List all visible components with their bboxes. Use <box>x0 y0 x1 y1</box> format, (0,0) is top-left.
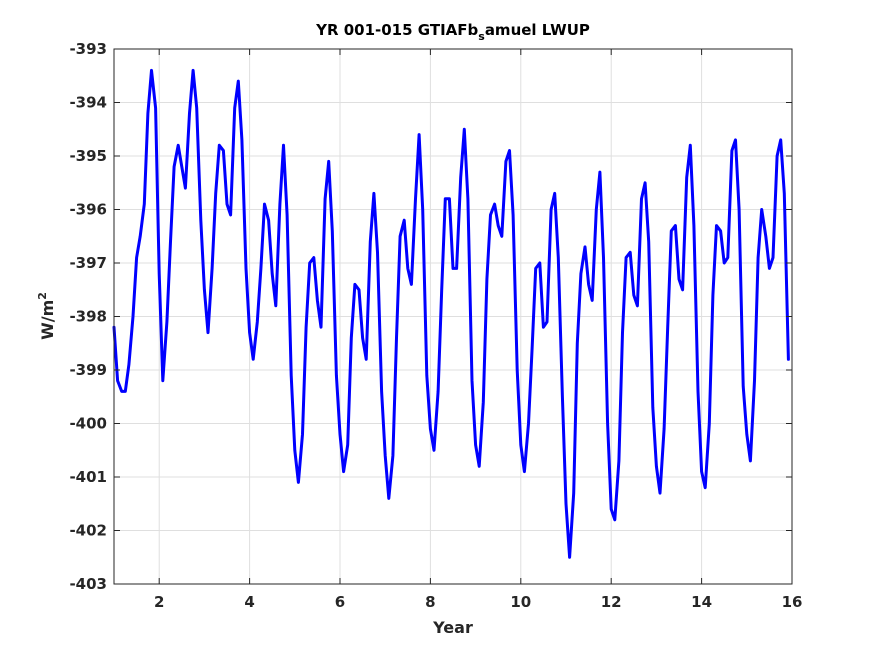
x-tick-label: 10 <box>510 593 531 611</box>
y-tick-label: -403 <box>69 575 107 593</box>
x-tick-label: 14 <box>691 593 712 611</box>
y-tick-label: -394 <box>69 94 107 112</box>
title-main: YR 001-015 GTIAFb <box>315 21 478 39</box>
x-tick-label: 4 <box>244 593 254 611</box>
y-tick-label: -401 <box>69 468 107 486</box>
series-group <box>112 68 790 559</box>
x-axis-label: Year <box>432 618 473 637</box>
y-axis-label: W/m2 <box>36 292 57 340</box>
y-tick-label: -398 <box>69 308 107 326</box>
y-tick-label: -399 <box>69 361 107 379</box>
title-subscript: s <box>478 30 485 43</box>
y-tick-labels: -403 -402 -401 -400 -399 -398 -397 -396 -395 -394… <box>69 40 107 593</box>
y-axis-label-main: W/m <box>38 300 57 340</box>
x-tick-label: 6 <box>335 593 345 611</box>
y-tick-label: -397 <box>69 254 107 272</box>
title-suffix: amuel LWUP <box>485 21 590 39</box>
chart-title: YR 001-015 GTIAFbsamuel LWUP <box>315 21 590 43</box>
series-line <box>112 68 790 559</box>
y-tick-label: -400 <box>69 415 107 433</box>
x-tick-label: 12 <box>601 593 622 611</box>
x-tick-label: 2 <box>154 593 164 611</box>
ticks <box>114 48 793 585</box>
x-tick-label: 8 <box>425 593 435 611</box>
x-tick-label: 16 <box>782 593 803 611</box>
y-tick-label: -395 <box>69 147 107 165</box>
y-axis-label-superscript: 2 <box>36 292 49 300</box>
y-tick-label: -402 <box>69 522 107 540</box>
y-tick-label: -396 <box>69 201 107 219</box>
y-tick-label: -393 <box>69 40 107 58</box>
x-tick-labels: 2 4 6 8 10 12 14 16 <box>154 593 802 611</box>
